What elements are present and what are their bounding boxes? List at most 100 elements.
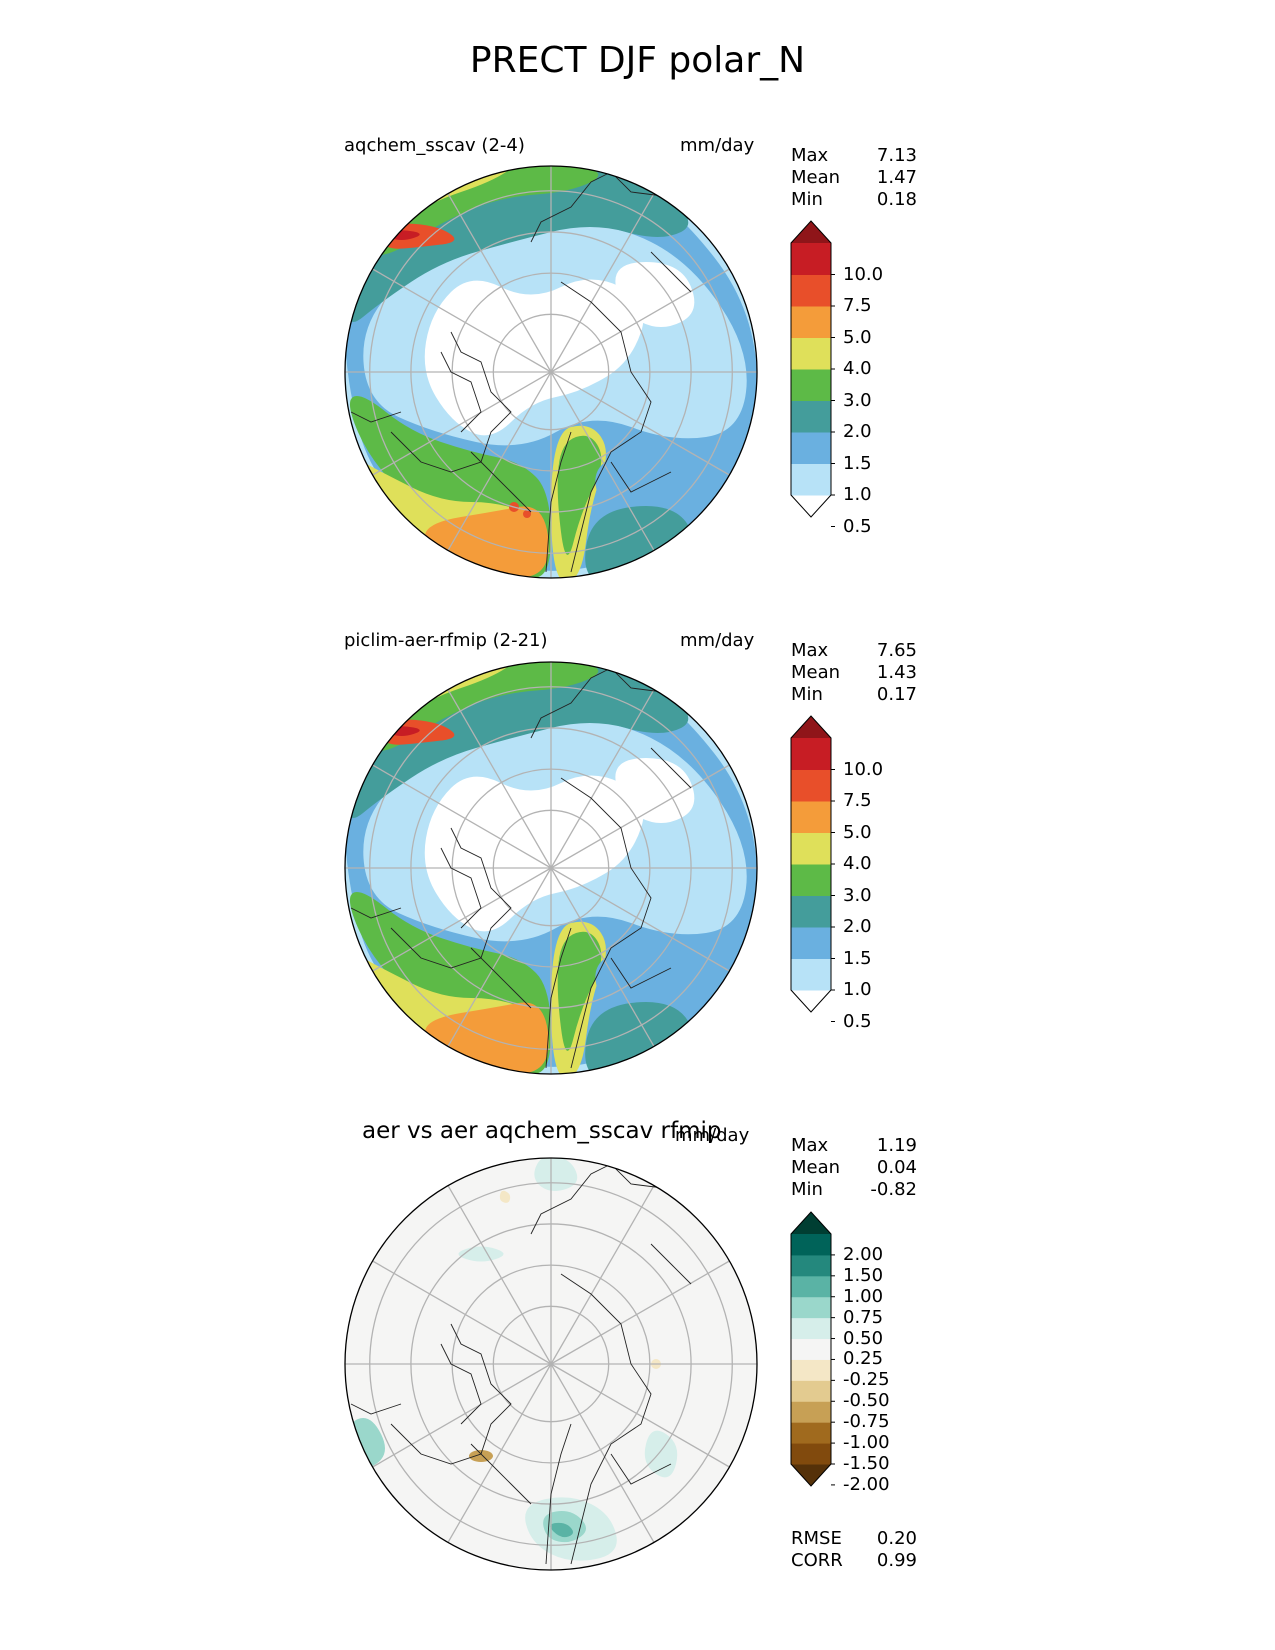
meridian-line [447,371,552,551]
colorbar-swatch [791,1443,831,1465]
figure-title: PRECT DJF polar_N [469,40,806,81]
colorbar-extend-max [791,1212,831,1234]
colorbar-swatch [791,306,831,338]
panel-2-label: piclim-aer-rfmip (2-21) [344,630,548,651]
colorbar-extend-min [791,1464,831,1486]
meridian-line [550,1363,655,1543]
coastline [440,351,482,433]
colorbar-tick-label: 4.0 [843,853,872,874]
colorbar-tick-label: -0.50 [843,1390,890,1412]
meridian-line [550,193,655,373]
colorbar-tick-label: -0.75 [843,1411,890,1433]
field-contour [557,931,602,1051]
field-contour [550,1522,573,1538]
colorbar-tick-label: 3.0 [843,884,872,906]
colorbar-tick-label: -1.00 [843,1432,890,1454]
field-contour [615,758,695,823]
colorbar-swatch [791,1317,831,1340]
field-contour [499,1190,511,1203]
graticule [345,166,757,578]
colorbar-tick-label: 0.5 [843,515,872,537]
colorbar-swatch [791,1401,831,1423]
field-contour [424,279,644,436]
field-contour [424,775,644,932]
meridian-line [550,867,655,1047]
meridian-line [550,1260,730,1365]
map-boundary [344,661,758,1075]
colorbar-swatch [791,432,831,464]
colorbar-swatch [791,1380,831,1402]
colorbar-swatch [791,801,831,833]
coastlines [350,667,692,1069]
colorbar-swatch [791,1234,831,1256]
colorbar-tick-label: 1.00 [843,1285,884,1307]
graticule [345,1158,757,1570]
colorbar-swatch [791,927,831,959]
colorbar-tick-label: 10.0 [843,263,884,285]
panel-2-units: mm/day [680,630,755,651]
panel-1-units: mm/day [680,135,755,156]
colorbar-extend-min [791,990,831,1012]
meridian-line [447,1185,552,1365]
colorbar-swatch [791,1254,831,1277]
coastline [560,281,652,573]
coastline [545,1423,572,1565]
field-contour [469,1450,493,1462]
coastline [530,171,672,243]
colorbar-tick-label: 10.0 [843,758,884,780]
colorbar-swatch [791,769,831,802]
colorbar-swatch [791,1296,831,1319]
colorbar-panel-1 [790,220,835,527]
coastlines [350,1163,692,1565]
coastline [390,827,512,969]
colorbar-tick-label: 4.0 [843,358,872,379]
coastline [650,1243,692,1285]
map-panel-1 [344,165,758,579]
colorbar-tick-label: 2.0 [843,421,872,442]
colorbar-swatch [791,400,831,433]
meridian-line [372,1363,552,1468]
coastlines [350,171,692,573]
colorbar-swatch [791,864,831,896]
colorbar-swatch [791,895,831,928]
meridian-line [372,1260,552,1365]
coastline [560,1273,652,1565]
field-contour [523,510,531,518]
coastline [545,431,572,573]
coastline [440,847,482,929]
map-panel-3 [344,1157,758,1571]
colorbar-tick-label: -1.50 [843,1453,890,1474]
meridian-line [372,268,552,373]
colorbar-swatch [791,738,831,770]
meridian-line [372,867,552,972]
meridian-line [550,371,730,476]
map-boundary [344,165,758,579]
map-boundary [344,1157,758,1571]
meridian-line [550,1363,730,1468]
colorbar-tick-label: 2.00 [843,1243,884,1265]
field-contour [644,1430,678,1478]
meridian-line [447,193,552,373]
meridian-line [550,1185,655,1365]
coastline [350,907,402,919]
meridian-line [372,764,552,869]
colorbar-tick-label: 1.50 [843,1264,884,1286]
colorbar-tick-label: 3.0 [843,389,872,411]
coastline [470,947,532,1009]
colorbar-tick-label: 1.0 [843,484,872,505]
colorbar-tick-label: -0.25 [843,1369,890,1391]
meridian-line [550,867,730,972]
meridian-line [447,867,552,1047]
colorbar-swatch [791,243,831,275]
coastline [350,411,402,423]
graticule [345,662,757,1074]
colorbar-tick-label: 0.50 [843,1327,884,1349]
panel-3-units: mm/day [675,1125,750,1146]
panel-3-label: aer vs aer aqchem_sscav rfmip [362,1118,722,1144]
colorbar-tick-label: 7.5 [843,295,872,316]
colorbar-tick-label: 1.5 [843,947,872,969]
coastline [560,777,652,1069]
colorbar-swatch [791,337,831,370]
coastline [470,451,532,513]
meridian-line [550,764,730,869]
